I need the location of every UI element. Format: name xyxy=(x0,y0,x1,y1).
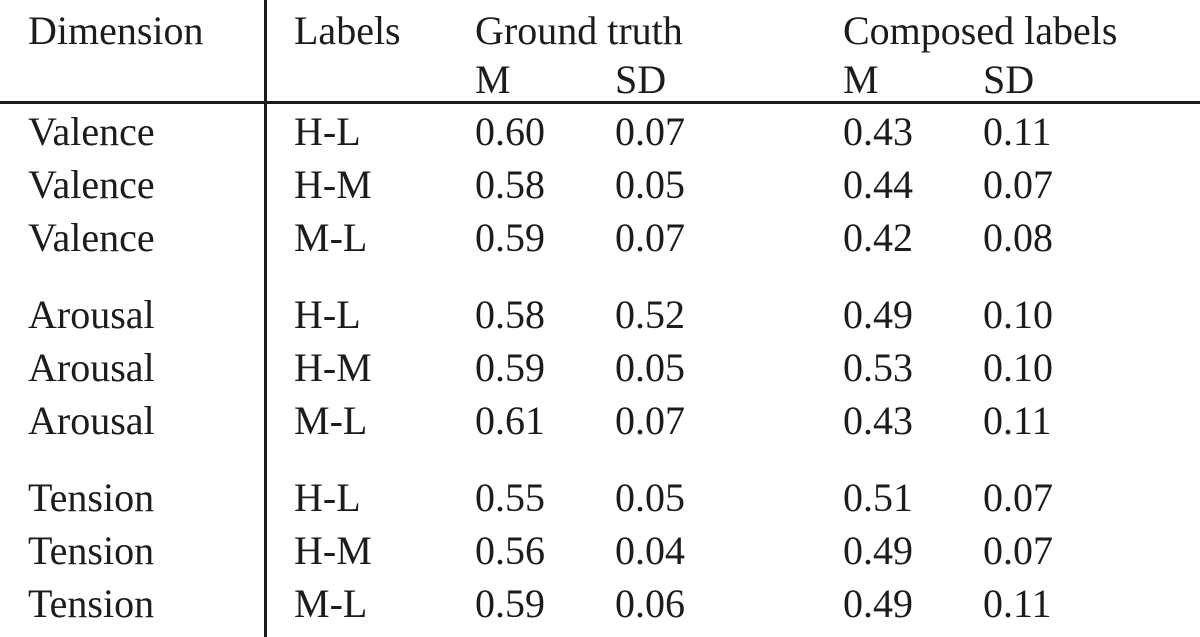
cl-mean-cell: 0.49 xyxy=(843,581,913,626)
dimension-cell: Arousal xyxy=(28,292,155,337)
header-composed-labels: Composed labels xyxy=(843,8,1118,53)
header-labels: Labels xyxy=(294,8,401,53)
cl-sd-cell: 0.07 xyxy=(983,162,1053,207)
table-row: Valence H-L 0.60 0.07 0.43 0.11 xyxy=(0,105,1200,158)
gt-mean-cell: 0.61 xyxy=(475,398,545,443)
header-gt-sd: SD xyxy=(615,58,667,102)
dimension-cell: Valence xyxy=(28,215,155,260)
gt-mean-cell: 0.59 xyxy=(475,215,545,260)
header-cl-mean: M xyxy=(843,58,879,102)
labels-cell: M-L xyxy=(294,398,368,443)
header-divider-rule xyxy=(0,101,1200,104)
dimension-cell: Tension xyxy=(28,528,155,573)
labels-cell: H-M xyxy=(294,345,372,390)
header-dimension: Dimension xyxy=(28,8,204,53)
gt-sd-cell: 0.06 xyxy=(615,581,685,626)
cl-mean-cell: 0.44 xyxy=(843,162,913,207)
cl-sd-cell: 0.10 xyxy=(983,345,1053,390)
table-body: Valence H-L 0.60 0.07 0.43 0.11 Valence … xyxy=(0,105,1200,630)
header-spacer xyxy=(265,58,475,102)
dimension-cell: Tension xyxy=(28,475,155,520)
cl-sd-cell: 0.08 xyxy=(983,215,1053,260)
gt-sd-cell: 0.05 xyxy=(615,475,685,520)
gt-mean-cell: 0.55 xyxy=(475,475,545,520)
gt-sd-cell: 0.07 xyxy=(615,109,685,154)
cl-mean-cell: 0.42 xyxy=(843,215,913,260)
header-gt-mean: M xyxy=(475,58,511,102)
gt-sd-cell: 0.05 xyxy=(615,345,685,390)
cl-sd-cell: 0.10 xyxy=(983,292,1053,337)
header-ground-truth: Ground truth xyxy=(475,8,683,53)
table-row: Tension H-L 0.55 0.05 0.51 0.07 xyxy=(0,471,1200,524)
labels-cell: H-L xyxy=(294,109,361,154)
cl-sd-cell: 0.11 xyxy=(983,581,1052,626)
cl-sd-cell: 0.11 xyxy=(983,398,1052,443)
cl-sd-cell: 0.11 xyxy=(983,109,1052,154)
cl-mean-cell: 0.49 xyxy=(843,292,913,337)
column-divider-rule xyxy=(264,0,267,637)
table-row: Valence M-L 0.59 0.07 0.42 0.08 xyxy=(0,211,1200,264)
gt-sd-cell: 0.04 xyxy=(615,528,685,573)
dimension-cell: Valence xyxy=(28,162,155,207)
cl-mean-cell: 0.53 xyxy=(843,345,913,390)
labels-cell: H-M xyxy=(294,162,372,207)
table-row: Tension H-M 0.56 0.04 0.49 0.07 xyxy=(0,524,1200,577)
dimension-cell: Arousal xyxy=(28,398,155,443)
gt-sd-cell: 0.07 xyxy=(615,398,685,443)
cl-sd-cell: 0.07 xyxy=(983,528,1053,573)
table-row: Valence H-M 0.58 0.05 0.44 0.07 xyxy=(0,158,1200,211)
labels-cell: H-L xyxy=(294,475,361,520)
labels-cell: M-L xyxy=(294,581,368,626)
cl-mean-cell: 0.43 xyxy=(843,398,913,443)
cl-sd-cell: 0.07 xyxy=(983,475,1053,520)
labels-cell: M-L xyxy=(294,215,368,260)
gt-sd-cell: 0.05 xyxy=(615,162,685,207)
header-cl-sd: SD xyxy=(983,58,1035,102)
cl-mean-cell: 0.49 xyxy=(843,528,913,573)
gt-mean-cell: 0.59 xyxy=(475,345,545,390)
gt-mean-cell: 0.56 xyxy=(475,528,545,573)
table-header: Dimension Labels Ground truth Composed l… xyxy=(0,0,1200,102)
cl-mean-cell: 0.43 xyxy=(843,109,913,154)
gt-mean-cell: 0.58 xyxy=(475,292,545,337)
table-row: Tension M-L 0.59 0.06 0.49 0.11 xyxy=(0,577,1200,630)
header-spacer xyxy=(0,58,265,102)
dimension-cell: Tension xyxy=(28,581,155,626)
gt-mean-cell: 0.59 xyxy=(475,581,545,626)
table-row: Arousal M-L 0.61 0.07 0.43 0.11 xyxy=(0,394,1200,447)
dimension-cell: Valence xyxy=(28,109,155,154)
labels-cell: H-L xyxy=(294,292,361,337)
table-row: Arousal H-M 0.59 0.05 0.53 0.10 xyxy=(0,341,1200,394)
gt-mean-cell: 0.58 xyxy=(475,162,545,207)
table-row: Arousal H-L 0.58 0.52 0.49 0.10 xyxy=(0,288,1200,341)
gt-sd-cell: 0.07 xyxy=(615,215,685,260)
gt-mean-cell: 0.60 xyxy=(475,109,545,154)
labels-cell: H-M xyxy=(294,528,372,573)
dimension-cell: Arousal xyxy=(28,345,155,390)
cl-mean-cell: 0.51 xyxy=(843,475,913,520)
gt-sd-cell: 0.52 xyxy=(615,292,685,337)
